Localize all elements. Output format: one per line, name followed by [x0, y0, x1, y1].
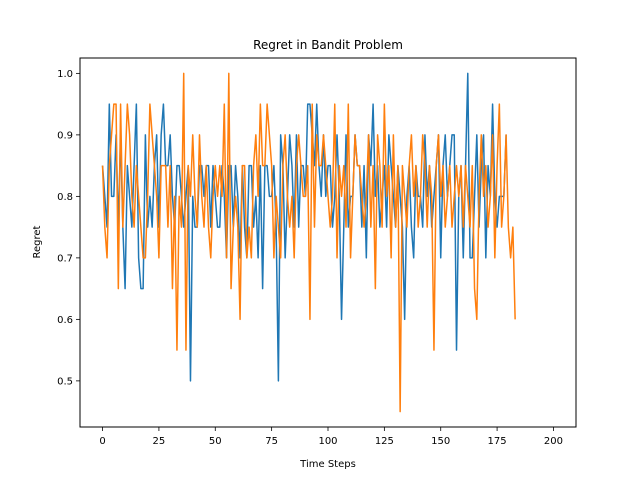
x-tick-label: 50 [209, 436, 222, 447]
x-tick-label: 75 [265, 436, 278, 447]
y-tick-label: 0.7 [57, 253, 73, 264]
x-tick-label: 150 [431, 436, 450, 447]
y-tick-label: 0.5 [57, 376, 73, 387]
y-tick-label: 0.8 [57, 192, 73, 203]
series-line-2 [101, 72, 516, 413]
x-tick-label: 0 [99, 436, 105, 447]
y-tick-label: 0.9 [57, 130, 73, 141]
y-tick-label: 1.0 [57, 69, 73, 80]
series-layer [101, 72, 516, 413]
chart-title: Regret in Bandit Problem [253, 38, 403, 52]
y-axis-label: Regret [32, 225, 43, 258]
x-axis: 0 25 50 75 100 125 150 175 200 [99, 427, 563, 447]
x-tick-label: 175 [488, 436, 507, 447]
x-axis-label: Time Steps [299, 459, 356, 470]
y-axis: 0.5 0.6 0.7 0.8 0.9 1.0 [57, 69, 80, 387]
y-tick-label: 0.6 [57, 315, 73, 326]
x-tick-label: 100 [318, 436, 337, 447]
x-tick-label: 200 [544, 436, 563, 447]
x-tick-label: 25 [153, 436, 166, 447]
x-tick-label: 125 [375, 436, 394, 447]
